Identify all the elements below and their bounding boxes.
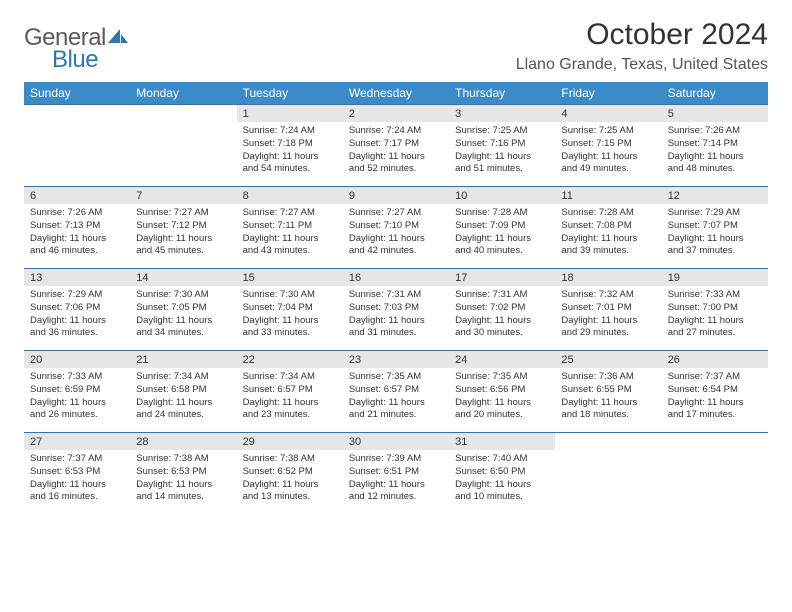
day-number-cell: 2 <box>343 104 449 122</box>
weekday-header: Wednesday <box>343 82 449 104</box>
day-detail-cell: Sunrise: 7:33 AMSunset: 7:00 PMDaylight:… <box>662 286 768 350</box>
day-detail-cell: Sunrise: 7:24 AMSunset: 7:18 PMDaylight:… <box>237 122 343 186</box>
day-number-cell <box>130 104 236 122</box>
day-detail-cell: Sunrise: 7:25 AMSunset: 7:15 PMDaylight:… <box>555 122 661 186</box>
day-detail-cell <box>130 122 236 186</box>
day-number-cell: 6 <box>24 186 130 204</box>
day-number-cell: 17 <box>449 268 555 286</box>
weekday-header: Saturday <box>662 82 768 104</box>
day-number-cell: 9 <box>343 186 449 204</box>
day-number-cell: 10 <box>449 186 555 204</box>
day-number-cell: 1 <box>237 104 343 122</box>
day-detail-row: Sunrise: 7:37 AMSunset: 6:53 PMDaylight:… <box>24 450 768 514</box>
day-detail-cell: Sunrise: 7:29 AMSunset: 7:07 PMDaylight:… <box>662 204 768 268</box>
day-number-cell: 3 <box>449 104 555 122</box>
day-number-cell: 15 <box>237 268 343 286</box>
day-detail-cell: Sunrise: 7:40 AMSunset: 6:50 PMDaylight:… <box>449 450 555 514</box>
day-number-cell <box>555 432 661 450</box>
weekday-header: Thursday <box>449 82 555 104</box>
title-block: October 2024 Llano Grande, Texas, United… <box>516 18 768 74</box>
day-number-cell: 24 <box>449 350 555 368</box>
day-detail-cell: Sunrise: 7:29 AMSunset: 7:06 PMDaylight:… <box>24 286 130 350</box>
day-detail-cell <box>24 122 130 186</box>
day-detail-cell: Sunrise: 7:31 AMSunset: 7:03 PMDaylight:… <box>343 286 449 350</box>
day-number-cell: 22 <box>237 350 343 368</box>
day-detail-row: Sunrise: 7:29 AMSunset: 7:06 PMDaylight:… <box>24 286 768 350</box>
day-number-cell: 23 <box>343 350 449 368</box>
day-number-cell <box>662 432 768 450</box>
day-detail-cell: Sunrise: 7:30 AMSunset: 7:05 PMDaylight:… <box>130 286 236 350</box>
month-title: October 2024 <box>516 18 768 52</box>
day-detail-cell: Sunrise: 7:38 AMSunset: 6:53 PMDaylight:… <box>130 450 236 514</box>
day-number-cell: 20 <box>24 350 130 368</box>
day-number-cell <box>24 104 130 122</box>
day-detail-cell: Sunrise: 7:26 AMSunset: 7:13 PMDaylight:… <box>24 204 130 268</box>
day-number-cell: 5 <box>662 104 768 122</box>
day-detail-cell: Sunrise: 7:35 AMSunset: 6:56 PMDaylight:… <box>449 368 555 432</box>
day-number-row: 20212223242526 <box>24 350 768 368</box>
day-number-row: 12345 <box>24 104 768 122</box>
day-number-cell: 4 <box>555 104 661 122</box>
day-detail-cell: Sunrise: 7:27 AMSunset: 7:10 PMDaylight:… <box>343 204 449 268</box>
calendar-table: Sunday Monday Tuesday Wednesday Thursday… <box>24 82 768 514</box>
day-detail-cell <box>555 450 661 514</box>
day-number-cell: 30 <box>343 432 449 450</box>
day-detail-cell: Sunrise: 7:39 AMSunset: 6:51 PMDaylight:… <box>343 450 449 514</box>
day-number-row: 6789101112 <box>24 186 768 204</box>
day-detail-cell: Sunrise: 7:37 AMSunset: 6:53 PMDaylight:… <box>24 450 130 514</box>
day-detail-cell: Sunrise: 7:37 AMSunset: 6:54 PMDaylight:… <box>662 368 768 432</box>
day-number-cell: 18 <box>555 268 661 286</box>
day-detail-cell: Sunrise: 7:25 AMSunset: 7:16 PMDaylight:… <box>449 122 555 186</box>
day-detail-cell: Sunrise: 7:35 AMSunset: 6:57 PMDaylight:… <box>343 368 449 432</box>
day-detail-cell: Sunrise: 7:32 AMSunset: 7:01 PMDaylight:… <box>555 286 661 350</box>
day-number-cell: 31 <box>449 432 555 450</box>
logo: GeneralBlue <box>24 24 128 74</box>
day-number-cell: 25 <box>555 350 661 368</box>
day-detail-cell: Sunrise: 7:28 AMSunset: 7:08 PMDaylight:… <box>555 204 661 268</box>
day-detail-cell: Sunrise: 7:31 AMSunset: 7:02 PMDaylight:… <box>449 286 555 350</box>
weekday-header: Monday <box>130 82 236 104</box>
day-number-cell: 19 <box>662 268 768 286</box>
day-number-cell: 7 <box>130 186 236 204</box>
day-number-cell: 21 <box>130 350 236 368</box>
day-detail-cell: Sunrise: 7:30 AMSunset: 7:04 PMDaylight:… <box>237 286 343 350</box>
day-number-row: 2728293031 <box>24 432 768 450</box>
weekday-header: Friday <box>555 82 661 104</box>
day-detail-cell: Sunrise: 7:26 AMSunset: 7:14 PMDaylight:… <box>662 122 768 186</box>
weekday-header: Tuesday <box>237 82 343 104</box>
day-number-cell: 12 <box>662 186 768 204</box>
day-number-row: 13141516171819 <box>24 268 768 286</box>
day-number-cell: 29 <box>237 432 343 450</box>
day-detail-cell: Sunrise: 7:33 AMSunset: 6:59 PMDaylight:… <box>24 368 130 432</box>
page-header: GeneralBlue October 2024 Llano Grande, T… <box>24 18 768 74</box>
day-detail-cell: Sunrise: 7:28 AMSunset: 7:09 PMDaylight:… <box>449 204 555 268</box>
logo-sail-icon <box>108 29 128 49</box>
location-text: Llano Grande, Texas, United States <box>516 56 768 74</box>
day-detail-cell: Sunrise: 7:24 AMSunset: 7:17 PMDaylight:… <box>343 122 449 186</box>
day-detail-cell: Sunrise: 7:34 AMSunset: 6:57 PMDaylight:… <box>237 368 343 432</box>
day-number-cell: 14 <box>130 268 236 286</box>
day-detail-cell: Sunrise: 7:27 AMSunset: 7:11 PMDaylight:… <box>237 204 343 268</box>
day-number-cell: 13 <box>24 268 130 286</box>
day-number-cell: 26 <box>662 350 768 368</box>
weekday-header: Sunday <box>24 82 130 104</box>
day-detail-cell: Sunrise: 7:27 AMSunset: 7:12 PMDaylight:… <box>130 204 236 268</box>
day-number-cell: 27 <box>24 432 130 450</box>
weekday-header-row: Sunday Monday Tuesday Wednesday Thursday… <box>24 82 768 104</box>
day-number-cell: 28 <box>130 432 236 450</box>
day-number-cell: 16 <box>343 268 449 286</box>
day-detail-cell: Sunrise: 7:38 AMSunset: 6:52 PMDaylight:… <box>237 450 343 514</box>
day-detail-cell <box>662 450 768 514</box>
day-detail-cell: Sunrise: 7:34 AMSunset: 6:58 PMDaylight:… <box>130 368 236 432</box>
day-detail-cell: Sunrise: 7:36 AMSunset: 6:55 PMDaylight:… <box>555 368 661 432</box>
logo-text-blue: Blue <box>52 46 128 74</box>
day-number-cell: 8 <box>237 186 343 204</box>
day-detail-row: Sunrise: 7:24 AMSunset: 7:18 PMDaylight:… <box>24 122 768 186</box>
day-detail-row: Sunrise: 7:33 AMSunset: 6:59 PMDaylight:… <box>24 368 768 432</box>
day-number-cell: 11 <box>555 186 661 204</box>
day-detail-row: Sunrise: 7:26 AMSunset: 7:13 PMDaylight:… <box>24 204 768 268</box>
